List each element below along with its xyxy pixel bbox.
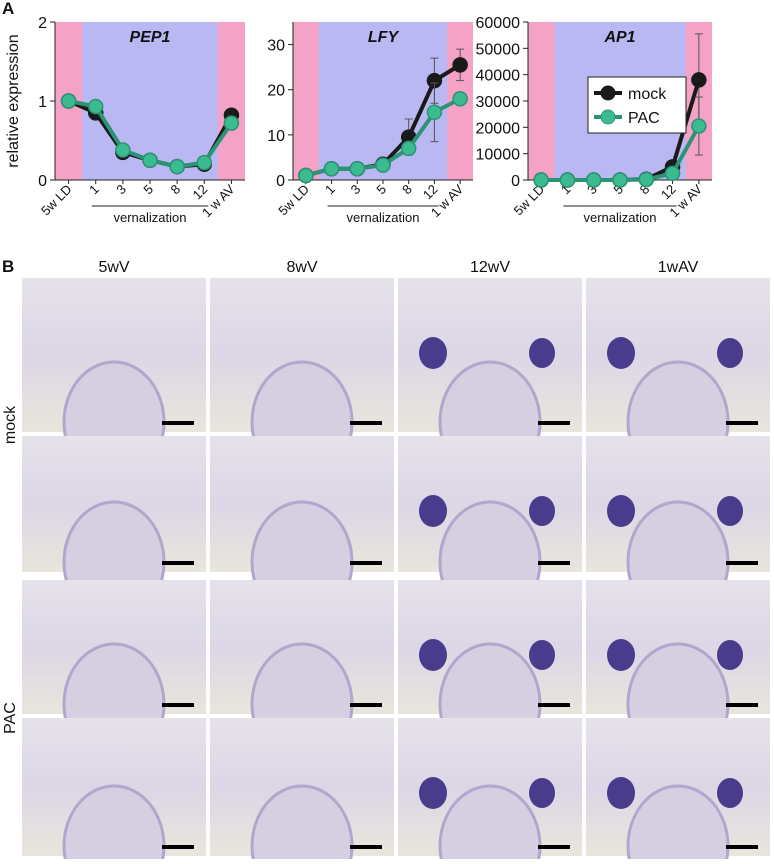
stain (717, 640, 743, 670)
marker (223, 115, 240, 131)
group-label: vernalization (114, 210, 187, 225)
y-tick-label: 0 (511, 173, 520, 190)
column-header: 1wAV (658, 259, 699, 276)
column-header: 12wV (470, 259, 510, 276)
marker (196, 154, 213, 171)
x-tick-label: 5 (140, 182, 156, 198)
x-tick-label: 1 (322, 182, 338, 198)
y-tick-label: 20 (267, 83, 285, 100)
stain (607, 495, 635, 527)
marker (400, 140, 417, 157)
chart-title: LFY (368, 29, 400, 46)
stain (607, 777, 635, 809)
marker (142, 152, 158, 168)
y-tick-label: 0 (276, 173, 285, 190)
stain (419, 495, 447, 527)
group-label: vernalization (584, 210, 657, 225)
stain (717, 778, 743, 808)
chart-title: PEP1 (130, 29, 171, 46)
stain (419, 639, 447, 671)
y-tick-label: 10 (267, 128, 285, 145)
marker (298, 167, 314, 184)
marker (87, 98, 104, 115)
marker (533, 172, 549, 188)
marker (664, 165, 681, 182)
stain (529, 778, 555, 808)
marker (691, 72, 707, 88)
marker (559, 172, 576, 188)
y-axis-label: relative expression (5, 34, 22, 167)
stain (529, 338, 555, 368)
stain (607, 639, 635, 671)
marker (638, 171, 655, 188)
stain (419, 777, 447, 809)
legend-label: mock (628, 86, 667, 103)
legend-marker (600, 85, 616, 101)
x-tick-label: 12 (190, 182, 211, 203)
stain (529, 496, 555, 526)
legend-label: PAC (628, 110, 660, 127)
marker (585, 172, 602, 188)
y-tick-label: 30 (267, 38, 285, 55)
marker (452, 90, 468, 107)
marker (426, 104, 443, 121)
y-tick-label: 30000 (476, 94, 521, 111)
x-tick-label: 3 (113, 182, 129, 198)
marker (115, 142, 131, 158)
marker (452, 57, 468, 73)
y-tick-label: 20000 (476, 120, 521, 137)
x-tick-label: 8 (399, 182, 415, 198)
column-header: 8wV (286, 259, 317, 276)
stain (419, 337, 447, 369)
panel-label: A (2, 0, 14, 18)
x-tick-label: 3 (348, 182, 364, 198)
marker (349, 160, 366, 177)
x-tick-label: 8 (168, 182, 184, 198)
marker (323, 160, 340, 177)
marker (375, 157, 391, 173)
y-tick-label: 1 (38, 94, 47, 111)
marker (691, 118, 707, 134)
x-tick-label: 5 (373, 182, 389, 198)
x-tick-label: 1 (86, 182, 102, 198)
stain (717, 496, 743, 526)
column-header: 5wV (98, 259, 129, 276)
row-label: PAC (2, 702, 19, 734)
group-label: vernalization (347, 210, 420, 225)
y-tick-label: 60000 (476, 15, 521, 32)
stain (717, 338, 743, 368)
y-tick-label: 2 (38, 15, 47, 32)
marker (169, 158, 185, 175)
legend-marker (600, 109, 616, 125)
y-tick-label: 10000 (476, 147, 521, 164)
y-tick-label: 0 (38, 173, 47, 190)
y-tick-label: 50000 (476, 41, 521, 58)
legend-box (587, 76, 687, 134)
panel-label: B (2, 257, 14, 276)
marker (60, 93, 77, 109)
row-label: mock (2, 405, 19, 444)
y-tick-label: 40000 (476, 68, 521, 85)
marker (612, 172, 628, 188)
stain (529, 640, 555, 670)
stain (607, 337, 635, 369)
chart-title: AP1 (603, 29, 635, 46)
